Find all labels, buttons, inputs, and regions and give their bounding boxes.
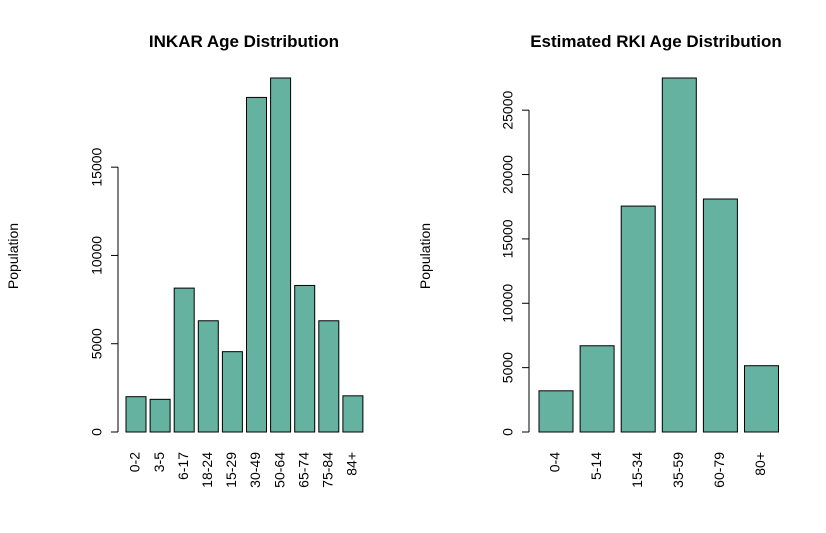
inkar-x-tick-label: 0-2 xyxy=(127,452,143,472)
inkar-bar-84+ xyxy=(342,395,364,433)
rki-y-tick-label: 5000 xyxy=(500,352,516,383)
rki-x-tick-label: 60-79 xyxy=(711,452,727,488)
rki-x-tick-label: 5-14 xyxy=(588,452,604,480)
rki-bar-0-4 xyxy=(538,390,574,433)
rki-bar-35-59 xyxy=(661,77,697,433)
inkar-bar-0-2 xyxy=(125,396,147,433)
rki-chart-title: Estimated RKI Age Distribution xyxy=(530,32,782,51)
inkar-y-tick-label: 10000 xyxy=(89,236,105,275)
inkar-x-tick-label: 75-84 xyxy=(320,452,336,488)
inkar-bar-15-29 xyxy=(221,351,243,433)
inkar-x-tick-label: 3-5 xyxy=(151,452,167,472)
inkar-chart-title: INKAR Age Distribution xyxy=(149,32,339,51)
inkar-bar-3-5 xyxy=(149,398,171,433)
inkar-bar-65-74 xyxy=(294,284,316,433)
rki-x-tick-label: 15-34 xyxy=(629,452,645,488)
inkar-y-axis-label: Population xyxy=(5,223,21,289)
rki-x-tick-label: 0-4 xyxy=(547,452,563,472)
rki-y-tick-label: 15000 xyxy=(500,219,516,258)
inkar-x-tick-label: 30-49 xyxy=(247,452,263,488)
inkar-chart-panel: INKAR Age Distribution Population 0 5000 1… xyxy=(5,32,364,488)
inkar-bar-30-49 xyxy=(246,96,267,433)
inkar-x-tick-label: 6-17 xyxy=(175,452,191,480)
rki-y-tick-label: 25000 xyxy=(500,91,516,130)
inkar-x-tick-label: 65-74 xyxy=(295,452,311,488)
inkar-y-tick-label: 0 xyxy=(89,428,105,436)
rki-chart-panel: Estimated RKI Age Distribution Populatio… xyxy=(417,32,782,488)
rki-x-tick-label: 80+ xyxy=(752,452,768,476)
inkar-bar-50-64 xyxy=(270,77,292,433)
rki-y-axis-label: Population xyxy=(417,223,433,289)
inkar-x-tick-label: 84+ xyxy=(344,452,360,476)
rki-x-tick-label: 35-59 xyxy=(670,452,686,488)
rki-y-tick-label: 0 xyxy=(500,428,516,436)
inkar-bar-18-24 xyxy=(197,320,219,433)
rki-bar-80+ xyxy=(744,365,779,433)
inkar-y-tick-label: 5000 xyxy=(89,328,105,359)
rki-y-tick-label: 20000 xyxy=(500,155,516,194)
rki-bar-5-14 xyxy=(579,345,615,433)
inkar-x-tick-label: 15-29 xyxy=(223,452,239,488)
inkar-x-tick-label: 50-64 xyxy=(271,452,287,488)
inkar-bar-75-84 xyxy=(318,320,340,433)
rki-bar-15-34 xyxy=(620,205,656,433)
rki-bar-60-79 xyxy=(702,198,738,433)
inkar-x-tick-label: 18-24 xyxy=(199,452,215,488)
inkar-bar-6-17 xyxy=(173,287,195,433)
inkar-y-tick-label: 15000 xyxy=(89,147,105,186)
rki-y-tick-label: 10000 xyxy=(500,284,516,323)
